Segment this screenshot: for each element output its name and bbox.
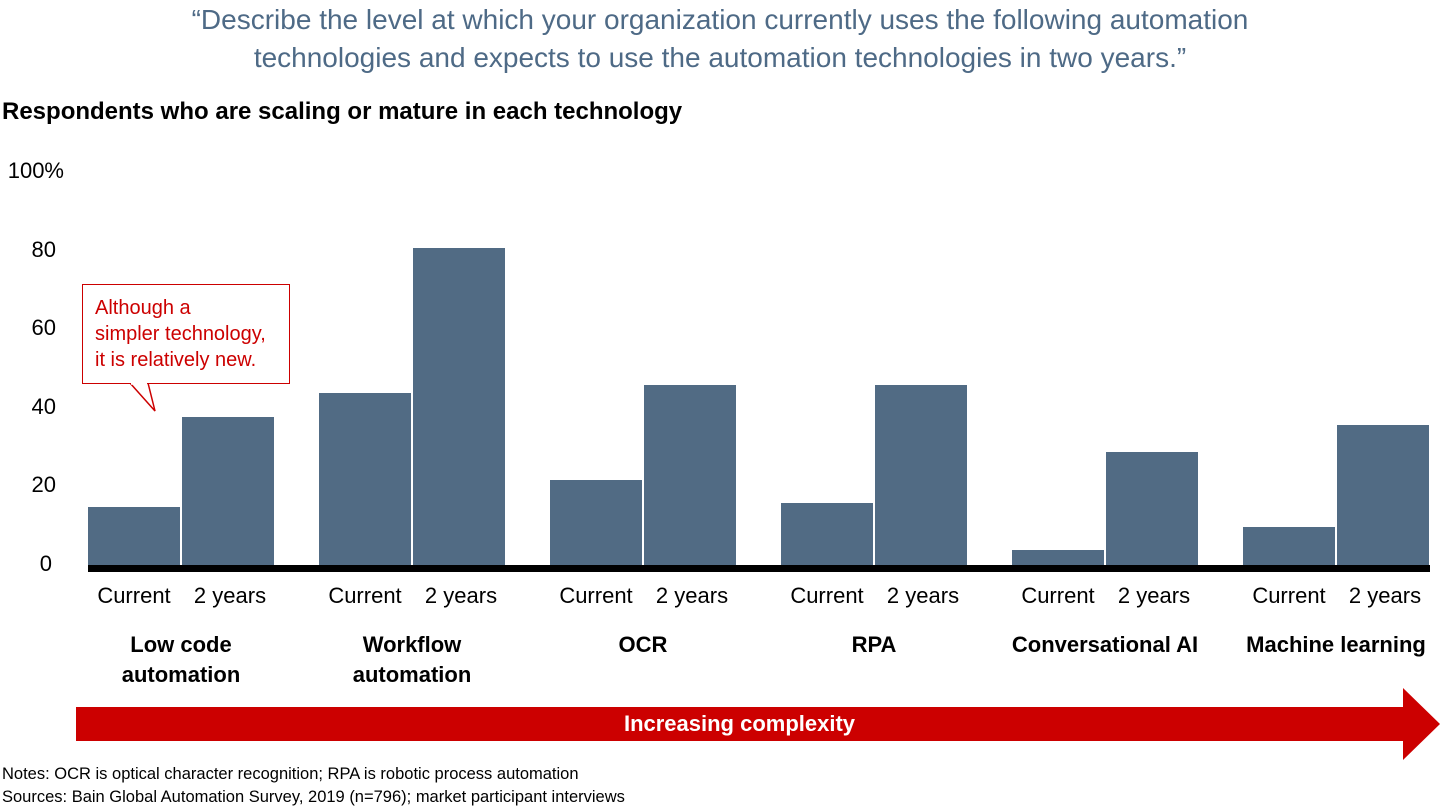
category-label-line1: RPA (851, 632, 897, 657)
category-label: Machine learning (1216, 630, 1440, 660)
category-label-line1: Low code (130, 632, 232, 657)
y-tick-20: 20 (31, 472, 56, 497)
bar-two-years (875, 385, 967, 566)
y-tick-60: 60 (31, 315, 56, 340)
y-tick-0: 0 (39, 551, 52, 576)
bar-label-current: Current (1021, 583, 1095, 608)
bar-label-two-years: 2 years (1348, 583, 1422, 608)
category-label-line1: OCR (618, 632, 668, 657)
bar-label-current: Current (790, 583, 864, 608)
callout-line1: Although a (95, 297, 191, 319)
bar-label-two-years: 2 years (424, 583, 498, 608)
y-tick-100: 100% (7, 158, 64, 183)
bar-current (88, 507, 180, 566)
bar-label-two-years: 2 years (655, 583, 729, 608)
bar-two-years (182, 417, 274, 566)
bar-two-years (644, 385, 736, 566)
survey-question-line2: technologies and expects to use the auto… (253, 42, 1187, 73)
bar-label-current: Current (97, 583, 171, 608)
survey-question-line1: “Describe the level at which your organi… (191, 4, 1249, 35)
bar-label-current: Current (328, 583, 402, 608)
bar-label-current: Current (1252, 583, 1326, 608)
bar-label-two-years: 2 years (886, 583, 960, 608)
bar-two-years (413, 248, 505, 566)
callout-line2: simpler technology, (95, 323, 266, 345)
category-label-line1: Workflow (362, 632, 462, 657)
survey-question: “Describe the level at which your organi… (0, 0, 1440, 77)
chart-subtitle: Respondents who are scaling or mature in… (2, 98, 683, 125)
category-label-line2: automation (352, 662, 472, 687)
category-label-line1: Conversational AI (1011, 632, 1199, 657)
category-label: Conversational AI (985, 630, 1225, 660)
y-tick-40: 40 (31, 394, 56, 419)
category-label: RPA (754, 630, 994, 660)
bar-current (319, 393, 411, 566)
complexity-arrow-label: Increasing complexity (623, 711, 856, 736)
callout-line3: it is relatively new. (95, 349, 257, 371)
bar-two-years (1106, 452, 1198, 566)
bar-current (1012, 550, 1104, 566)
bar-current (1243, 527, 1335, 566)
category-label: Low code automation (61, 630, 301, 690)
category-label: Workflow automation (292, 630, 532, 690)
y-tick-80: 80 (31, 237, 56, 262)
annotation-callout: Although a simpler technology, it is rel… (82, 284, 290, 384)
x-axis-baseline (88, 565, 1430, 572)
bar-label-two-years: 2 years (193, 583, 267, 608)
sources-text: Sources: Bain Global Automation Survey, … (2, 788, 625, 806)
bar-current (781, 503, 873, 566)
bar-two-years (1337, 425, 1429, 566)
category-label: OCR (523, 630, 763, 660)
category-label-line1: Machine learning (1246, 632, 1426, 657)
bar-label-current: Current (559, 583, 633, 608)
bar-label-two-years: 2 years (1117, 583, 1191, 608)
bar-current (550, 480, 642, 566)
category-label-line2: automation (121, 662, 241, 687)
notes-text: Notes: OCR is optical character recognit… (2, 765, 579, 783)
